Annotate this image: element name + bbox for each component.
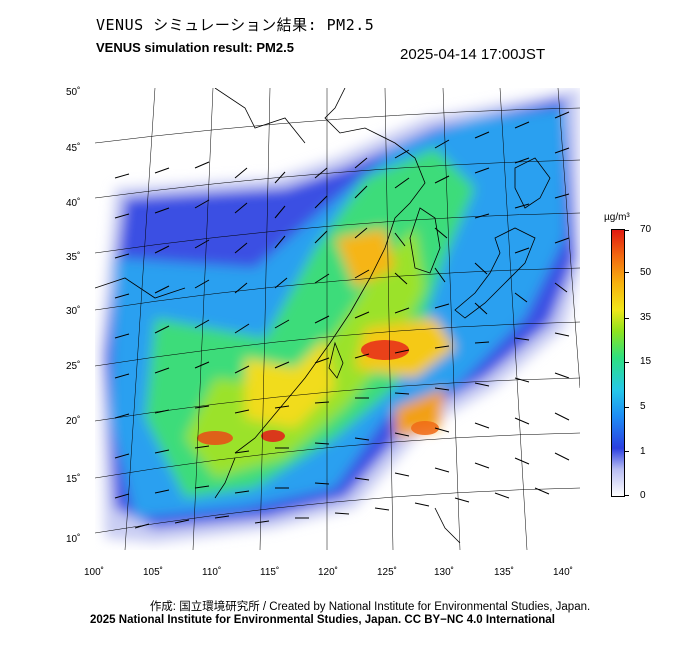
colorbar — [611, 229, 625, 497]
credit-line: 作成: 国立環境研究所 / Created by National Instit… — [149, 601, 591, 613]
colorbar-tick — [624, 318, 629, 319]
lat-label-50: 50˚ — [66, 87, 81, 98]
lat-label-35: 35˚ — [66, 252, 81, 263]
lon-label-115: 115˚ — [260, 567, 280, 578]
colorbar-label-15: 15 — [640, 356, 652, 367]
copyright-line: 2025 National Institute for Environmenta… — [90, 614, 555, 626]
colorbar-label-35: 35 — [640, 312, 652, 323]
colorbar-label-1: 1 — [640, 446, 646, 457]
colorbar-label-5: 5 — [640, 401, 646, 412]
graticule — [95, 88, 580, 550]
pm25-field — [100, 88, 580, 543]
lat-label-25: 25˚ — [66, 361, 81, 372]
lat-label-30: 30˚ — [66, 306, 81, 317]
lon-label-100: 100˚ — [84, 567, 105, 578]
colorbar-tick — [624, 407, 629, 408]
coastlines — [95, 88, 551, 544]
colorbar-tick — [624, 230, 629, 231]
colorbar-tick — [624, 272, 629, 273]
wind-vectors — [114, 111, 570, 529]
lon-label-120: 120˚ — [318, 567, 339, 578]
lat-label-40: 40˚ — [66, 198, 81, 209]
lat-label-15: 15˚ — [66, 474, 81, 485]
colorbar-tick — [624, 362, 629, 363]
lon-label-130: 130˚ — [434, 567, 455, 578]
lon-label-105: 105˚ — [143, 567, 164, 578]
forecast-timestamp: 2025-04-14 17:00JST — [400, 46, 546, 63]
map-panel — [95, 88, 580, 550]
lon-label-110: 110˚ — [202, 567, 222, 578]
title-japanese: VENUS シミュレーション結果: PM2.5 — [96, 16, 375, 34]
lon-label-140: 140˚ — [553, 567, 574, 578]
lat-label-45: 45˚ — [66, 143, 81, 154]
colorbar-tick — [624, 495, 629, 496]
title-english: VENUS simulation result: PM2.5 — [96, 40, 294, 55]
colorbar-tick — [624, 451, 629, 452]
lon-label-125: 125˚ — [377, 567, 398, 578]
lat-label-20: 20˚ — [66, 416, 81, 427]
colorbar-unit: µg/m³ — [604, 212, 630, 223]
colorbar-label-50: 50 — [640, 267, 652, 278]
colorbar-label-0: 0 — [640, 490, 646, 501]
pm25-map — [95, 88, 580, 550]
lon-label-135: 135˚ — [494, 567, 515, 578]
pm25-hotspots — [197, 340, 439, 445]
lat-label-10: 10˚ — [66, 534, 81, 545]
colorbar-label-70: 70 — [640, 224, 652, 235]
